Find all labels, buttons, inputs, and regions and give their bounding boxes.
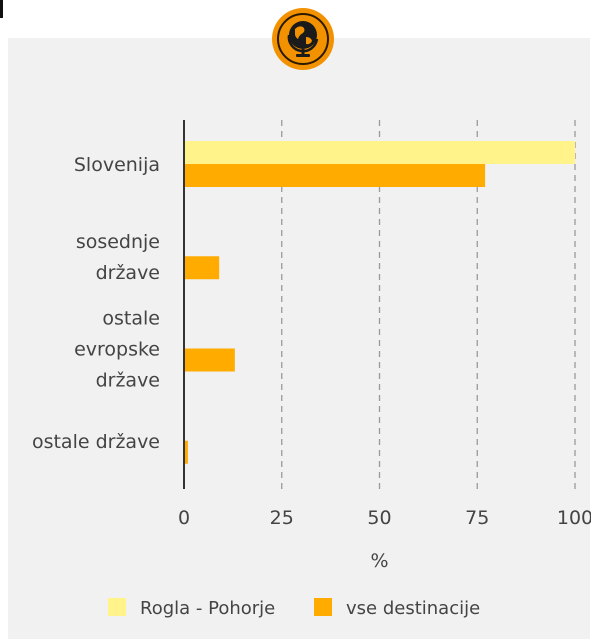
bar-1-0	[184, 164, 486, 187]
category-label-2: ostale evropske države	[74, 308, 160, 392]
category-label-3: ostale države	[32, 431, 160, 453]
bar-1-2	[184, 348, 235, 372]
category-label-0: Slovenija	[74, 154, 160, 176]
bar-1-3	[184, 440, 188, 464]
x-tick-label-3: 75	[465, 507, 489, 529]
x-tick-label-0: 0	[178, 507, 190, 529]
legend: Rogla - Pohorje vse destinacije	[108, 598, 480, 619]
chart-panel	[8, 38, 590, 639]
category-labels: Slovenija sosednje države ostale evropske drž…	[32, 154, 160, 453]
x-tick-label-4: 100	[557, 507, 591, 529]
legend-swatch-1	[314, 598, 332, 616]
x-tick-labels: 0 25 50 75 100	[178, 507, 591, 529]
legend-label-1: vse destinacije	[346, 598, 480, 619]
legend-swatch-0	[108, 598, 126, 616]
corner-mark	[0, 0, 3, 18]
category-label-1: sosednje države	[76, 231, 160, 284]
globe-icon	[272, 8, 334, 70]
x-axis-title: %	[370, 550, 388, 572]
legend-label-0: Rogla - Pohorje	[140, 598, 275, 619]
bar-0-0	[184, 141, 575, 164]
bar-1-1	[184, 256, 220, 280]
bars	[184, 141, 575, 464]
x-tick-label-1: 25	[270, 507, 294, 529]
x-tick-label-2: 50	[367, 507, 391, 529]
